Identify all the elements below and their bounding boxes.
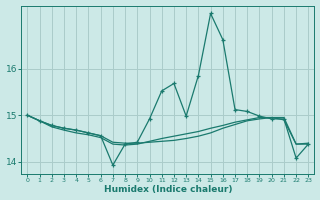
X-axis label: Humidex (Indice chaleur): Humidex (Indice chaleur) xyxy=(104,185,232,194)
